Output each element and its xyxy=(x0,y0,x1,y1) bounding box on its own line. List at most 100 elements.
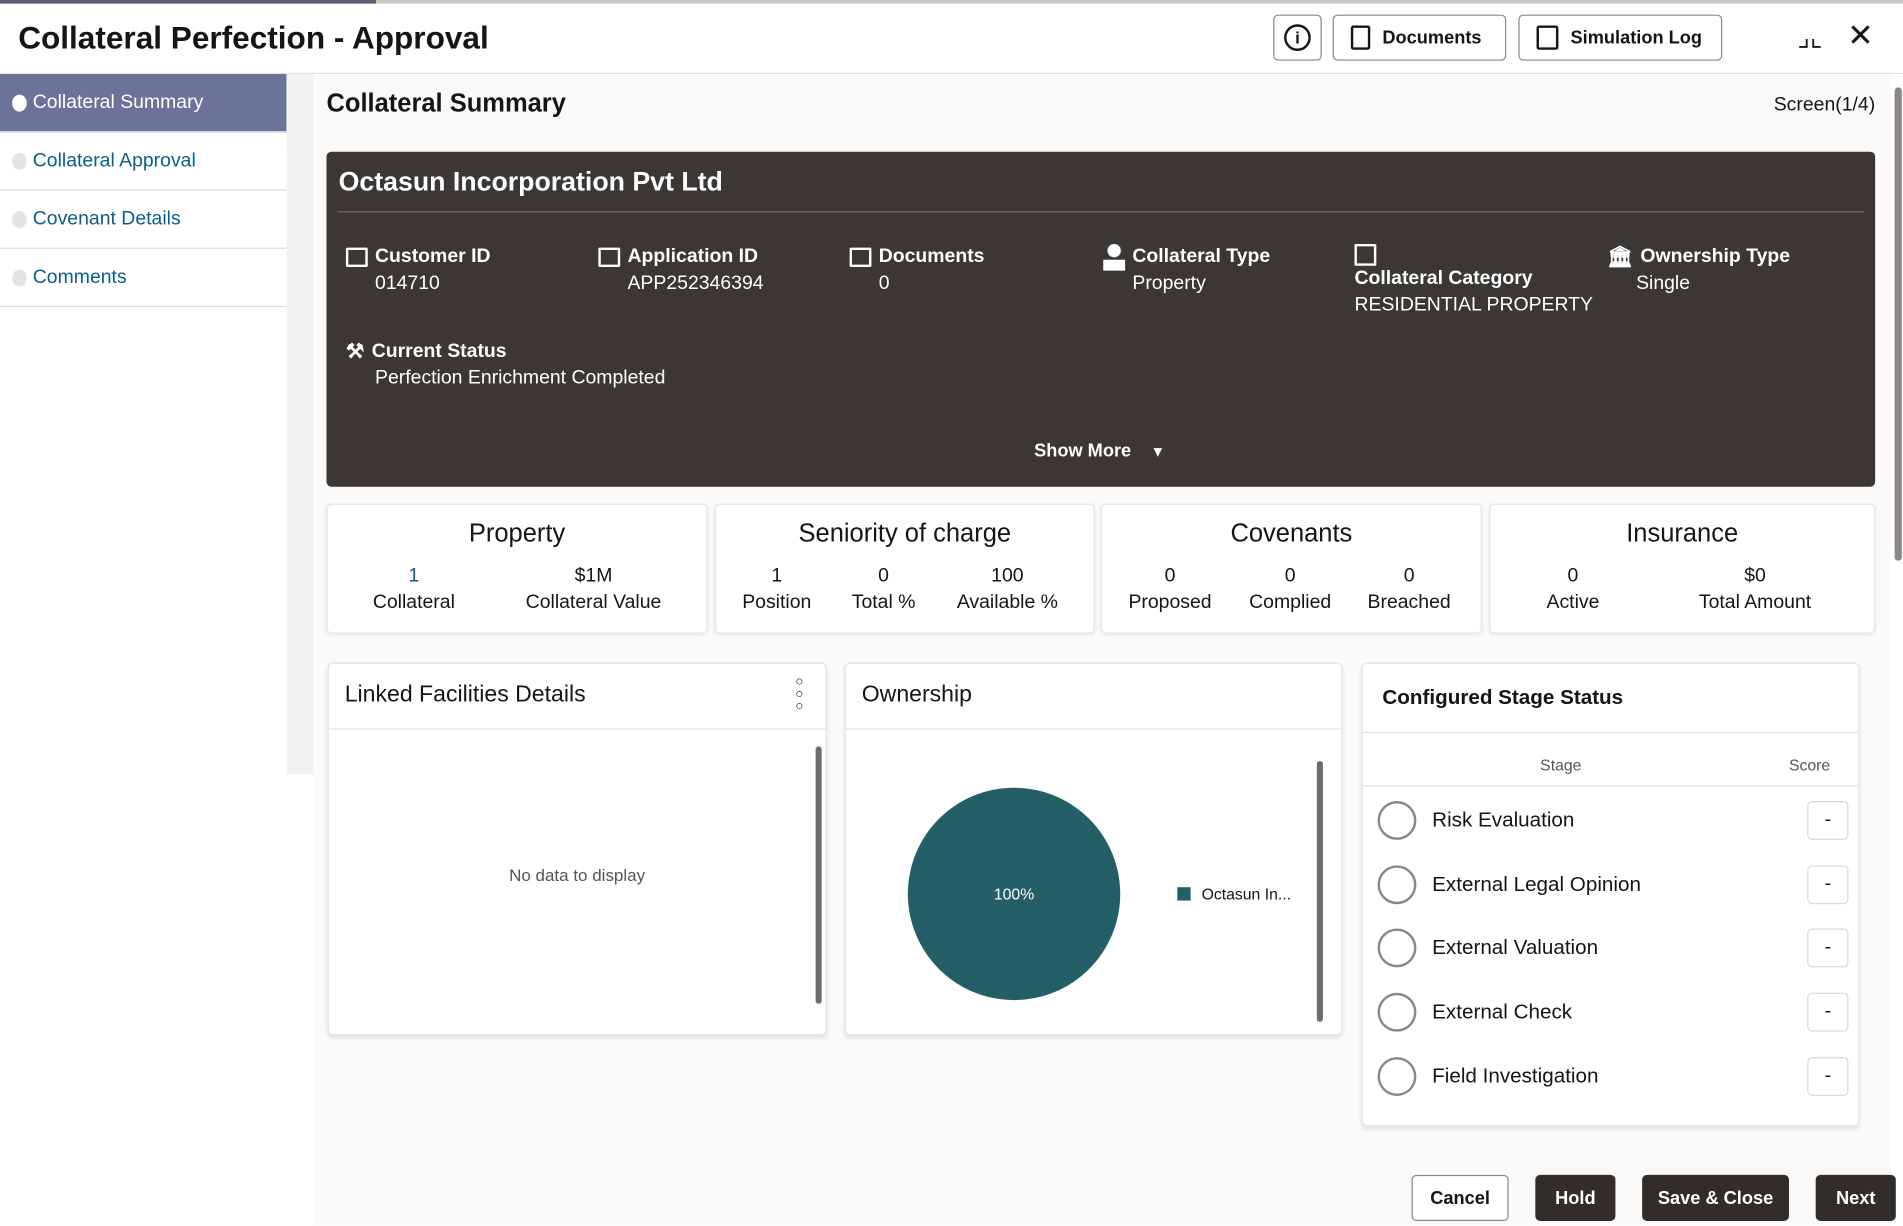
sidebar-item-label: Covenant Details xyxy=(32,208,181,229)
field-value: RESIDENTIAL PROPERTY xyxy=(1354,294,1593,316)
stat[interactable]: 1 Collateral xyxy=(373,563,455,616)
sidebar-item-collateral-summary[interactable]: Collateral Summary xyxy=(0,74,287,133)
stat: 0 Total % xyxy=(852,563,916,616)
status-circle-icon xyxy=(1377,992,1417,1032)
save-close-button[interactable]: Save & Close xyxy=(1642,1174,1789,1221)
stage-score: - xyxy=(1807,928,1849,968)
document-icon xyxy=(1350,25,1371,50)
divider xyxy=(1362,785,1859,787)
sidebar-item-covenant-details[interactable]: Covenant Details xyxy=(0,191,287,249)
id-card-icon xyxy=(598,247,621,268)
hold-button[interactable]: Hold xyxy=(1535,1174,1616,1221)
person-icon xyxy=(1103,243,1126,271)
stat: $1M Collateral Value xyxy=(526,563,662,616)
panel-title: Ownership xyxy=(861,682,972,708)
linked-facilities-panel: Linked Facilities Details ○ ○ ○ No data to… xyxy=(327,662,827,1036)
slice-label: 100% xyxy=(993,884,1035,903)
collapse-icon[interactable]: ⌟⌞ xyxy=(1797,21,1823,53)
legend-swatch xyxy=(1177,887,1191,901)
id-card-icon xyxy=(345,247,368,268)
legend-item[interactable]: Octasun In... xyxy=(1177,885,1291,903)
stage-row: External Legal Opinion - xyxy=(1377,861,1849,910)
field-ownership-type: 🏛 Ownership Type Single xyxy=(1607,244,1790,297)
covenants-card: Covenants 0 Proposed 0 Complied 0 Breached xyxy=(1100,503,1482,634)
scrollbar[interactable] xyxy=(815,746,822,1004)
documents-button[interactable]: Documents xyxy=(1332,14,1507,61)
stat-value: 0 xyxy=(1567,565,1579,587)
panel-title: Configured Stage Status xyxy=(1382,685,1624,709)
stage-name: External Legal Opinion xyxy=(1432,872,1641,896)
field-label: Documents xyxy=(878,246,985,268)
stage-name: Risk Evaluation xyxy=(1432,808,1575,832)
stat-value: 0 xyxy=(1164,565,1176,587)
header-divider xyxy=(0,72,1903,75)
stat-value: 1 xyxy=(771,565,783,587)
stat-value: 0 xyxy=(1284,565,1296,587)
field-value: 0 xyxy=(878,273,890,294)
show-more-label: Show More xyxy=(1034,440,1132,462)
stat-label: Collateral Value xyxy=(525,592,662,613)
stat-label: Available % xyxy=(956,592,1058,613)
sidebar-item-comments[interactable]: Comments xyxy=(0,249,287,308)
stat: 0 Complied xyxy=(1249,563,1331,616)
stat-value: $0 xyxy=(1744,565,1766,587)
stat-value: 100 xyxy=(991,565,1024,587)
stat-label: Total Amount xyxy=(1698,592,1812,613)
more-options-icon[interactable]: ○ ○ ○ xyxy=(795,674,804,714)
screen-indicator: Screen(1/4) xyxy=(1773,94,1876,116)
scrollbar[interactable] xyxy=(1316,760,1323,1022)
gavel-icon: ⚒ xyxy=(345,339,365,363)
field-value: 014710 xyxy=(375,273,440,294)
pie-slice-octasun[interactable]: 100% xyxy=(907,787,1121,1001)
show-more-button[interactable]: Show More ▼ xyxy=(1034,441,1165,462)
stat-label: Complied xyxy=(1249,592,1332,613)
stage-score: - xyxy=(1807,865,1849,905)
ownership-panel: Ownership 100% Octasun In... xyxy=(844,662,1343,1036)
simulation-log-button[interactable]: Simulation Log xyxy=(1518,14,1723,61)
sidebar-item-label: Collateral Summary xyxy=(32,91,204,113)
field-documents: Documents 0 xyxy=(849,244,985,297)
status-circle-icon xyxy=(1377,865,1417,905)
field-label: Collateral Type xyxy=(1132,246,1271,268)
step-dot-icon xyxy=(12,152,27,170)
stage-name: External Check xyxy=(1432,1000,1573,1024)
stat: 0 Active xyxy=(1547,563,1600,616)
field-current-status: ⚒ Current Status Perfection Enrichment Com… xyxy=(346,339,665,392)
stage-score: - xyxy=(1807,1057,1849,1096)
info-button[interactable]: i xyxy=(1273,14,1322,61)
divider xyxy=(337,211,1865,213)
column-header-score: Score xyxy=(1788,756,1831,775)
sidebar: Collateral Summary Collateral Approval C… xyxy=(0,74,287,775)
field-value: APP252346394 xyxy=(627,273,764,294)
info-icon: i xyxy=(1284,24,1311,51)
insurance-card: Insurance 0 Active $0 Total Amount xyxy=(1489,503,1876,634)
next-button[interactable]: Next xyxy=(1815,1174,1896,1221)
id-card-icon xyxy=(849,247,872,268)
seniority-card: Seniority of charge 1 Position 0 Total % 1… xyxy=(714,503,1095,634)
stage-name: Field Investigation xyxy=(1432,1064,1599,1088)
stage-score: - xyxy=(1807,992,1849,1032)
field-label: Ownership Type xyxy=(1640,246,1791,268)
field-value: Property xyxy=(1132,273,1206,294)
stage-status-panel: Configured Stage Status Stage Score Risk… xyxy=(1361,662,1860,1127)
column-header-stage: Stage xyxy=(1540,756,1582,775)
close-icon[interactable]: ✕ xyxy=(1847,16,1874,54)
cancel-button[interactable]: Cancel xyxy=(1411,1174,1509,1221)
stage-name: External Valuation xyxy=(1432,935,1599,959)
stat-value: 1 xyxy=(408,565,420,587)
section-title: Collateral Summary xyxy=(326,89,566,118)
sidebar-gutter xyxy=(286,74,314,775)
stage-row: Risk Evaluation - xyxy=(1377,796,1849,845)
stat-label: Total % xyxy=(851,592,916,613)
status-circle-icon xyxy=(1377,1057,1417,1096)
sidebar-item-collateral-approval[interactable]: Collateral Approval xyxy=(0,132,287,191)
top-strip xyxy=(0,0,1903,4)
building-icon xyxy=(1354,243,1377,266)
sidebar-item-label: Comments xyxy=(32,266,127,288)
stat-label: Position xyxy=(742,592,812,613)
empty-message: No data to display xyxy=(509,865,646,885)
page-title: Collateral Perfection - Approval xyxy=(18,19,489,56)
field-collateral-type: Collateral Type Property xyxy=(1103,243,1271,297)
stat: 1 Position xyxy=(742,563,811,616)
page-scrollbar[interactable] xyxy=(1894,87,1902,561)
